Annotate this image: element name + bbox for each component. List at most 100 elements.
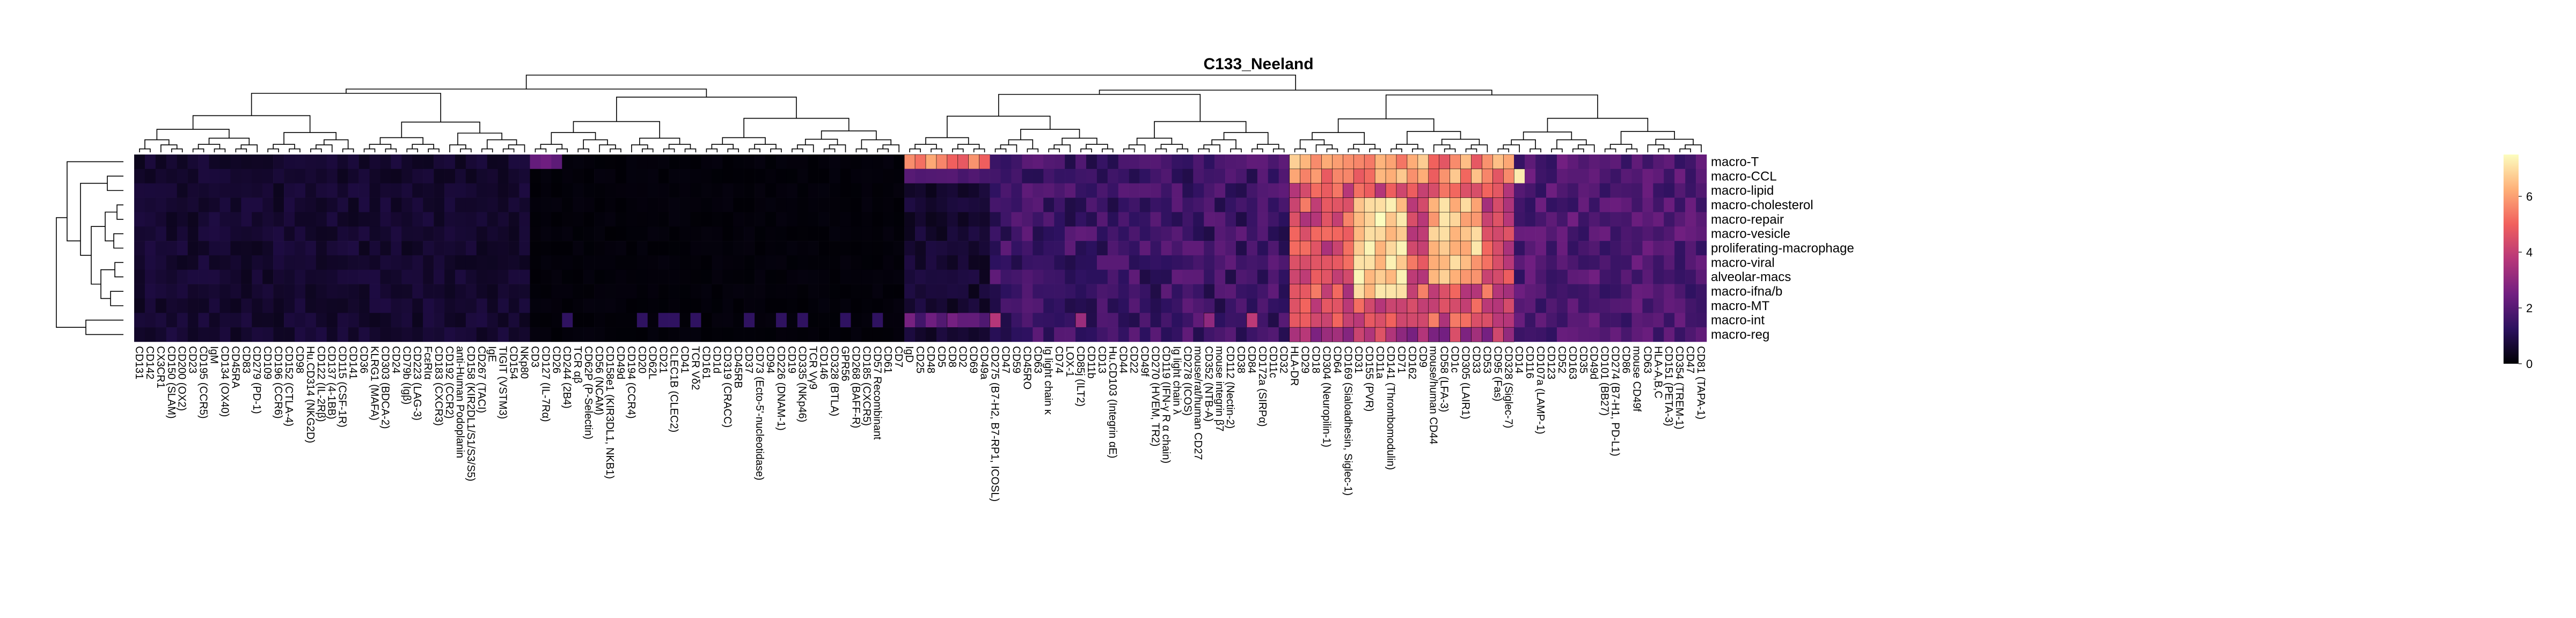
heatmap-cell xyxy=(755,298,766,313)
heatmap-cell xyxy=(669,284,680,299)
heatmap-cell xyxy=(925,168,937,183)
heatmap-cell xyxy=(818,327,830,342)
heatmap-cell xyxy=(733,212,744,227)
heatmap-cell xyxy=(669,168,680,183)
heatmap-cell xyxy=(1396,197,1408,212)
heatmap-cell xyxy=(1150,284,1161,299)
heatmap-cell xyxy=(1556,212,1568,227)
row-label: macro-lipid xyxy=(1711,183,1774,198)
heatmap-cell xyxy=(305,154,317,170)
heatmap-cell xyxy=(348,241,359,256)
heatmap-cell xyxy=(1696,327,1707,342)
heatmap-cell xyxy=(701,298,712,313)
heatmap-cell xyxy=(1289,240,1301,256)
heatmap-cell xyxy=(872,197,883,212)
heatmap-cell xyxy=(1696,154,1707,170)
heatmap-cell xyxy=(818,183,830,198)
heatmap-cell xyxy=(1086,183,1097,198)
column-label: CX3CR1 xyxy=(155,346,166,388)
heatmap-cell xyxy=(1685,212,1696,227)
heatmap-cell xyxy=(252,255,263,270)
dendrogram-branch xyxy=(639,137,680,145)
heatmap-cell xyxy=(1492,298,1504,313)
heatmap-cell xyxy=(144,168,156,183)
heatmap-cell xyxy=(883,313,894,328)
heatmap-cell xyxy=(1567,284,1579,299)
heatmap-cell xyxy=(1257,197,1269,212)
heatmap-cell xyxy=(722,327,734,342)
heatmap-cell xyxy=(1556,298,1568,313)
heatmap-cell xyxy=(1471,226,1483,241)
row-label: macro-ifna/b xyxy=(1711,284,1782,299)
heatmap-cell xyxy=(401,241,413,256)
dendrogram-branch xyxy=(749,148,760,152)
heatmap-cell xyxy=(241,327,252,342)
column-label: CD319 (CRACC) xyxy=(721,346,733,428)
heatmap-cell xyxy=(1653,183,1664,198)
heatmap-cell xyxy=(508,168,519,183)
heatmap-cell xyxy=(1674,241,1686,256)
heatmap-cell xyxy=(647,255,658,270)
heatmap-cell xyxy=(1364,313,1375,328)
heatmap-cell xyxy=(1364,298,1375,313)
heatmap-cell xyxy=(1065,168,1076,183)
heatmap-cell xyxy=(1407,327,1418,342)
heatmap-cell xyxy=(530,269,541,284)
heatmap-cell xyxy=(166,284,178,299)
heatmap-cell xyxy=(1214,255,1226,270)
heatmap-cell xyxy=(455,154,466,170)
heatmap-cell xyxy=(326,197,338,212)
heatmap-cell xyxy=(1000,197,1012,212)
heatmap-cell xyxy=(391,284,402,299)
row-label: macro-reg xyxy=(1711,328,1769,342)
heatmap-cell xyxy=(1578,241,1590,256)
column-label: CD11a xyxy=(1374,346,1386,379)
heatmap-cell xyxy=(925,197,937,212)
heatmap-cell xyxy=(1054,212,1065,227)
heatmap-cell xyxy=(487,183,498,198)
heatmap-cell xyxy=(990,255,1001,270)
heatmap-cell xyxy=(1482,327,1493,342)
heatmap-cell xyxy=(1214,168,1226,183)
heatmap-cell xyxy=(134,298,145,313)
heatmap-cell xyxy=(187,327,199,342)
heatmap-cell xyxy=(636,298,648,313)
heatmap-cell xyxy=(1567,313,1579,328)
dendrogram-branch xyxy=(722,137,766,145)
heatmap-cell xyxy=(605,183,616,198)
heatmap-cell xyxy=(1535,154,1547,170)
heatmap-cell xyxy=(337,197,348,212)
heatmap-cell xyxy=(144,212,156,227)
heatmap-cell xyxy=(1033,154,1044,170)
heatmap-cell xyxy=(786,284,798,299)
heatmap-cell xyxy=(294,226,306,241)
heatmap-cell xyxy=(294,241,306,256)
heatmap-cell xyxy=(1086,241,1097,256)
heatmap-cell xyxy=(1075,327,1087,342)
heatmap-cell xyxy=(1514,284,1525,299)
heatmap-cell xyxy=(540,284,552,299)
column-label: CD47 xyxy=(1000,346,1012,373)
heatmap-cell xyxy=(840,284,851,299)
heatmap-cell xyxy=(1033,212,1044,227)
heatmap-cell xyxy=(872,298,883,313)
column-label: CD5 xyxy=(935,346,947,367)
dendrogram-branch xyxy=(1128,144,1146,152)
heatmap-cell xyxy=(679,327,691,342)
heatmap-cell xyxy=(1289,298,1301,313)
heatmap-cell xyxy=(690,284,701,299)
heatmap-cell xyxy=(1118,226,1129,241)
heatmap-cell xyxy=(1107,313,1119,328)
heatmap-cell xyxy=(765,154,777,170)
heatmap-cell xyxy=(273,241,284,256)
heatmap-cell xyxy=(957,284,969,299)
heatmap-cell xyxy=(187,255,199,270)
heatmap-cell xyxy=(219,168,231,183)
heatmap-cell xyxy=(198,183,209,198)
heatmap-cell xyxy=(252,226,263,241)
heatmap-cell xyxy=(1129,183,1140,198)
row-dendrogram xyxy=(56,161,123,335)
heatmap-cell xyxy=(434,168,445,183)
heatmap-cell xyxy=(1278,183,1290,198)
heatmap-cell xyxy=(1460,226,1472,241)
